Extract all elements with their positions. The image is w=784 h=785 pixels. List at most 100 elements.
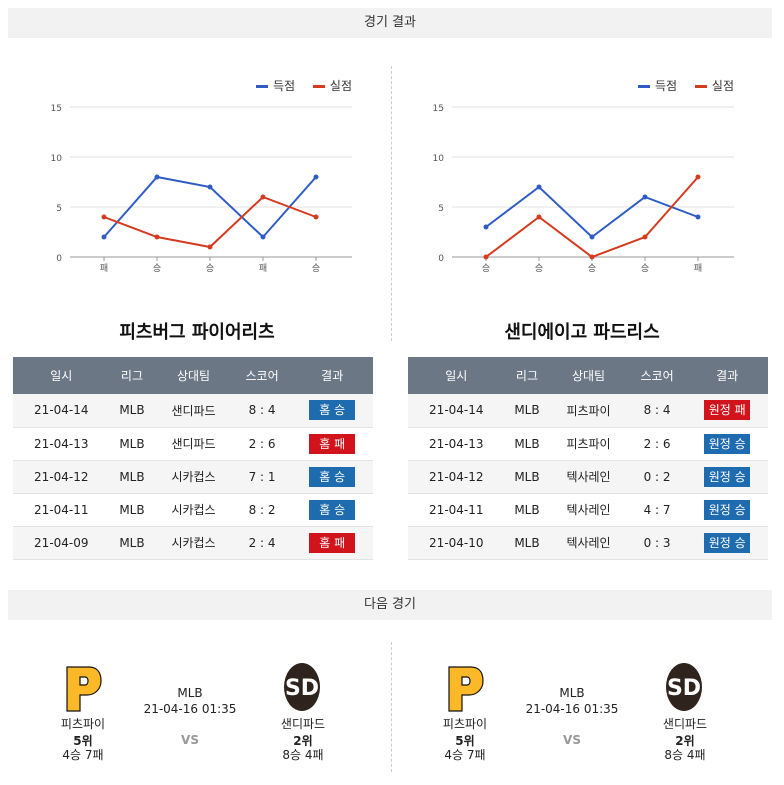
result-badge: 홈 승 <box>309 466 356 487</box>
cell-date: 21-04-13 <box>408 427 505 461</box>
legend-allowed: 실점 <box>694 79 734 93</box>
data-point[interactable] <box>483 224 489 230</box>
data-point[interactable] <box>154 174 160 180</box>
legend-scored-swatch <box>256 85 268 88</box>
table-row: 21-04-11 MLB 텍사레인 4 : 7 원정 승 <box>408 493 768 527</box>
column-header[interactable]: 상대팀 <box>154 357 233 394</box>
x-tick-label: 승 <box>535 263 543 274</box>
y-tick-label: 10 <box>433 154 445 164</box>
vs-label: VS <box>181 733 199 747</box>
data-point[interactable] <box>101 214 107 220</box>
next-game-divider <box>391 642 392 772</box>
next-game-card-2: 피츠파이 5위 4승 7패 MLB 21-04-16 01:35 VS SD 샌… <box>412 650 752 770</box>
x-tick-label: 승 <box>312 263 320 274</box>
cell-league: MLB <box>504 460 550 494</box>
data-point[interactable] <box>695 214 701 220</box>
result-badge: 홈 패 <box>309 532 356 553</box>
data-point[interactable] <box>207 184 213 190</box>
cell-date: 21-04-14 <box>408 394 505 428</box>
legend-scored-label: 득점 <box>655 79 678 93</box>
cell-date: 21-04-12 <box>408 460 505 494</box>
home-team-rank: 5위 <box>455 734 475 748</box>
cell-league: MLB <box>109 493 155 527</box>
series-line-allowed <box>485 176 699 259</box>
cell-date: 21-04-13 <box>13 427 110 461</box>
legend-allowed-swatch <box>694 85 707 88</box>
home-team-name: 피츠파이 <box>60 717 106 731</box>
chart-divider <box>391 66 392 341</box>
data-point[interactable] <box>536 184 542 190</box>
table-row: 21-04-13 MLB 샌디파드 2 : 6 홈 패 <box>13 427 373 461</box>
away-team-record: 8승 4패 <box>664 748 706 762</box>
home-team-name: 피츠파이 <box>442 717 488 731</box>
chart-legend-2: 득점 실점 <box>638 77 734 94</box>
cell-score: 0 : 3 <box>627 526 687 560</box>
column-header[interactable]: 일시 <box>408 357 505 394</box>
data-point[interactable] <box>589 254 595 260</box>
data-point[interactable] <box>695 174 701 180</box>
cell-date: 21-04-10 <box>408 526 505 560</box>
home-team-record: 4승 7패 <box>62 748 104 762</box>
data-point[interactable] <box>313 174 319 180</box>
table-row: 21-04-14 MLB 피츠파이 8 : 4 원정 패 <box>408 394 768 428</box>
table-row: 21-04-11 MLB 시카컵스 8 : 2 홈 승 <box>13 493 373 527</box>
cell-date: 21-04-12 <box>13 460 110 494</box>
data-point[interactable] <box>207 244 213 250</box>
column-header[interactable]: 스코어 <box>232 357 292 394</box>
cell-league: MLB <box>109 460 155 494</box>
x-tick-label: 패 <box>100 263 108 274</box>
cell-opponent: 시카컵스 <box>154 526 233 560</box>
data-point[interactable] <box>589 234 595 240</box>
cell-score: 2 : 4 <box>232 526 292 560</box>
y-tick-label: 0 <box>56 254 62 264</box>
cell-date: 21-04-09 <box>13 526 110 560</box>
cell-league: MLB <box>504 526 550 560</box>
cell-result: 원정 패 <box>686 394 768 428</box>
column-header[interactable]: 리그 <box>109 357 155 394</box>
data-point[interactable] <box>313 214 319 220</box>
column-header[interactable]: 결과 <box>686 357 768 394</box>
table-row: 21-04-10 MLB 텍사레인 0 : 3 원정 승 <box>408 526 768 560</box>
column-header[interactable]: 결과 <box>291 357 373 394</box>
table-row: 21-04-12 MLB 시카컵스 7 : 1 홈 승 <box>13 460 373 494</box>
x-tick-label: 승 <box>153 263 161 274</box>
team-title-pirates: 피츠버그 파이어리츠 <box>119 322 275 343</box>
data-point[interactable] <box>154 234 160 240</box>
results-section-header: 경기 결과 <box>8 8 772 38</box>
cell-score: 8 : 4 <box>232 394 292 428</box>
y-tick-label: 15 <box>433 104 444 114</box>
column-header[interactable]: 일시 <box>13 357 110 394</box>
cell-result: 홈 패 <box>291 526 373 560</box>
column-header[interactable]: 스코어 <box>627 357 687 394</box>
column-header[interactable]: 리그 <box>504 357 550 394</box>
cell-opponent: 텍사레인 <box>549 526 628 560</box>
cell-date: 21-04-11 <box>408 493 505 527</box>
cell-date: 21-04-14 <box>13 394 110 428</box>
cell-result: 홈 승 <box>291 493 373 527</box>
cell-result: 원정 승 <box>686 460 768 494</box>
result-badge: 원정 승 <box>704 433 751 454</box>
column-header[interactable]: 상대팀 <box>549 357 628 394</box>
data-point[interactable] <box>642 194 648 200</box>
legend-scored-swatch <box>638 85 650 88</box>
cell-result: 원정 승 <box>686 526 768 560</box>
cell-score: 8 : 4 <box>627 394 687 428</box>
data-point[interactable] <box>260 234 266 240</box>
data-point[interactable] <box>483 254 489 260</box>
data-point[interactable] <box>260 194 266 200</box>
table-row: 21-04-14 MLB 샌디파드 8 : 4 홈 승 <box>13 394 373 428</box>
chart-legend: 득점 실점 <box>256 77 352 94</box>
cell-score: 8 : 2 <box>232 493 292 527</box>
pirates-logo-icon <box>66 666 102 712</box>
away-team-rank: 2위 <box>293 734 313 748</box>
vs-label: VS <box>563 733 581 747</box>
cell-league: MLB <box>504 427 550 461</box>
data-point[interactable] <box>536 214 542 220</box>
data-point[interactable] <box>101 234 107 240</box>
cell-score: 7 : 1 <box>232 460 292 494</box>
padres-logo-icon: SD <box>284 663 320 711</box>
svg-text:SD: SD <box>667 676 701 701</box>
data-point[interactable] <box>642 234 648 240</box>
result-badge: 홈 승 <box>309 400 356 421</box>
legend-scored: 득점 <box>256 79 295 93</box>
